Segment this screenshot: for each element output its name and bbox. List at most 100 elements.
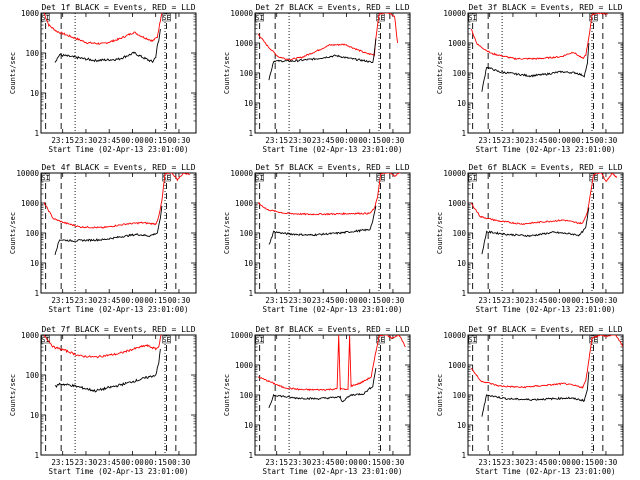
x-tick-label: 23:15 — [51, 136, 74, 145]
corner-label-si: SI — [468, 336, 476, 344]
x-tick-label: 00:00 — [548, 458, 571, 467]
panel-5: Det 5f BLACK = Events, RED = LLD 1 10 100 10… — [223, 163, 411, 314]
y-tick-label: 1000 — [235, 199, 254, 208]
x-tick-label: 23:15 — [265, 296, 288, 305]
series-lld-line — [258, 335, 406, 392]
y-tick-label: 10 — [30, 89, 40, 98]
corner-label-se: SE — [162, 14, 170, 22]
corner-label-box — [255, 335, 264, 344]
panel-2: Det 2f BLACK = Events, RED = LLD 1 10 100 10… — [223, 3, 411, 154]
x-tick-label: 00:15 — [571, 136, 594, 145]
x-tick-label: 00:00 — [335, 296, 358, 305]
x-tick-label: 23:30 — [502, 458, 525, 467]
y-axis-label: Counts/sec — [223, 374, 231, 416]
y-tick-label: 10 — [457, 421, 467, 430]
x-tick-label: 23:15 — [51, 296, 74, 305]
series-events-line — [54, 28, 161, 64]
corner-label-si: SI — [468, 14, 476, 22]
x-tick-label: 00:15 — [144, 296, 167, 305]
series-lld-line — [43, 335, 163, 359]
plot-frame — [467, 172, 624, 294]
y-axis-label: Counts/sec — [436, 212, 444, 254]
y-tick-label: 1000 — [21, 9, 40, 18]
y-tick-label: 1000 — [21, 331, 40, 340]
plot-frame — [254, 334, 411, 456]
x-tick-label: 00:15 — [571, 458, 594, 467]
y-tick-label: 10000 — [230, 331, 253, 340]
x-tick-label: 23:15 — [265, 136, 288, 145]
y-tick-label: 1 — [461, 451, 466, 460]
panel-title: Det 3f BLACK = Events, RED = LLD — [468, 3, 622, 12]
y-tick-label: 10 — [457, 99, 467, 108]
y-tick-label: 10 — [244, 421, 254, 430]
y-tick-label: 1 — [248, 451, 253, 460]
series-lld-line — [470, 13, 608, 61]
corner-label-si: SI — [255, 14, 263, 22]
corner-label-se: SE — [589, 174, 597, 182]
y-tick-label: 10 — [30, 411, 40, 420]
corner-label-se: SE — [376, 336, 384, 344]
series-lld-line — [43, 13, 163, 45]
x-tick-label: 23:30 — [289, 136, 312, 145]
corner-label-box — [162, 13, 171, 22]
x-tick-label: 23:45 — [312, 296, 335, 305]
corner-label-box — [162, 335, 171, 344]
panel-4: Det 4f BLACK = Events, RED = LLD 1 10 100 10… — [9, 163, 197, 314]
y-axis-label: Counts/sec — [436, 52, 444, 94]
x-tick-label: 23:45 — [525, 458, 548, 467]
x-tick-label: 00:00 — [335, 136, 358, 145]
corner-label-si: SI — [468, 174, 476, 182]
y-tick-label: 1 — [34, 129, 39, 138]
x-axis-label: Start Time (02-Apr-13 23:01:00) — [476, 145, 616, 154]
x-tick-label: 00:30 — [168, 136, 191, 145]
corner-label-si: SI — [41, 174, 49, 182]
y-tick-label: 10 — [457, 259, 467, 268]
panel-title: Det 7f BLACK = Events, RED = LLD — [41, 325, 195, 334]
panel-title: Det 5f BLACK = Events, RED = LLD — [255, 163, 409, 172]
x-tick-label: 00:15 — [571, 296, 594, 305]
y-tick-label: 1 — [34, 289, 39, 298]
panel-6: Det 6f BLACK = Events, RED = LLD 1 10 100 10… — [436, 163, 624, 314]
plot-frame — [254, 12, 411, 134]
corner-label-box — [468, 13, 477, 22]
x-tick-label: 00:30 — [382, 136, 405, 145]
x-axis-label: Start Time (02-Apr-13 23:01:00) — [476, 467, 616, 476]
x-tick-label: 00:30 — [168, 296, 191, 305]
x-tick-label: 23:30 — [502, 136, 525, 145]
panel-1: Det 1f BLACK = Events, RED = LLD 1 10 100 10… — [9, 3, 197, 154]
y-tick-label: 10000 — [230, 169, 253, 178]
series-events-line — [54, 205, 163, 256]
x-tick-label: 00:15 — [144, 136, 167, 145]
y-tick-label: 1000 — [448, 361, 467, 370]
y-tick-label: 10 — [30, 259, 40, 268]
panel-7: Det 7f BLACK = Events, RED = LLD 1 10 100 10… — [9, 325, 197, 476]
series-lld-line — [257, 173, 401, 216]
x-axis-label: Start Time (02-Apr-13 23:01:00) — [263, 467, 403, 476]
corner-label-se: SE — [162, 336, 170, 344]
x-tick-label: 00:30 — [382, 296, 405, 305]
y-axis-label: Counts/sec — [436, 374, 444, 416]
x-tick-label: 00:00 — [121, 458, 144, 467]
series-events-line — [268, 38, 377, 81]
x-axis-label: Start Time (02-Apr-13 23:01:00) — [49, 467, 189, 476]
corner-label-si: SI — [41, 336, 49, 344]
series-lld-line — [43, 173, 190, 229]
x-tick-label: 00:00 — [121, 136, 144, 145]
corner-label-box — [589, 173, 598, 182]
y-tick-label: 100 — [452, 69, 466, 78]
y-axis-label: Counts/sec — [9, 374, 17, 416]
x-tick-label: 23:15 — [51, 458, 74, 467]
corner-label-box — [255, 13, 264, 22]
x-tick-label: 23:30 — [502, 296, 525, 305]
x-tick-label: 23:30 — [75, 296, 98, 305]
corner-label-se: SE — [376, 14, 384, 22]
corner-label-se: SE — [589, 336, 597, 344]
corner-label-box — [41, 173, 50, 182]
panel-title: Det 4f BLACK = Events, RED = LLD — [41, 163, 195, 172]
y-tick-label: 100 — [25, 49, 39, 58]
corner-label-box — [589, 335, 598, 344]
x-tick-label: 00:15 — [358, 296, 381, 305]
x-axis-label: Start Time (02-Apr-13 23:01:00) — [49, 145, 189, 154]
plot-frame — [40, 334, 197, 456]
